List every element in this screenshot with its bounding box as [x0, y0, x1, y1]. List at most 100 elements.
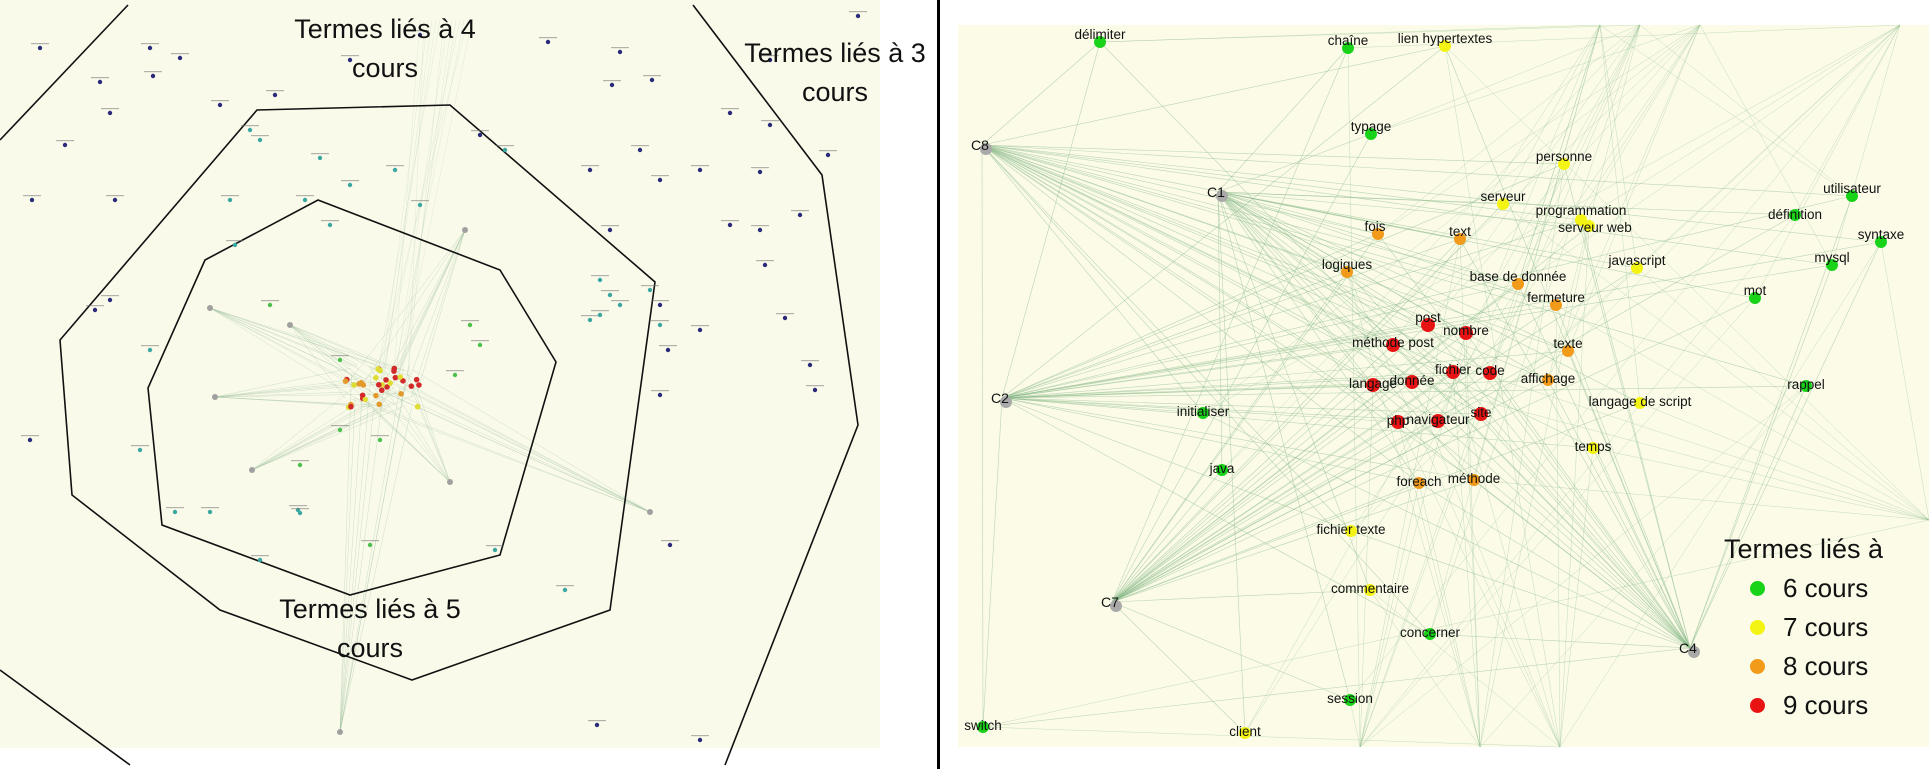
overview-edge	[354, 397, 651, 513]
overview-edge	[289, 324, 350, 382]
overview-edge	[339, 377, 386, 733]
term-node-marker	[1446, 365, 1460, 379]
term-node-marker	[1550, 299, 1562, 311]
overview-node-label	[591, 310, 609, 312]
term-node-marker	[1468, 474, 1480, 486]
overview-node-label	[849, 11, 867, 13]
core-edge	[1350, 24, 1901, 532]
core-edge	[1217, 191, 1491, 374]
overview-edge	[339, 407, 374, 733]
overview-node-label	[539, 37, 557, 39]
core-edge	[1111, 372, 1491, 603]
term-node: base de donnée	[1470, 269, 1566, 290]
core-edge	[1397, 421, 1481, 748]
core-edge	[1392, 344, 1691, 649]
overview-node-label	[86, 305, 104, 307]
overview-node	[757, 169, 763, 175]
overview-node	[594, 722, 600, 728]
overview-node	[727, 222, 733, 228]
legend-item-7: 7 cours	[1724, 608, 1924, 647]
core-edge	[1359, 297, 1756, 748]
core-edge	[1001, 397, 1594, 449]
term-node-label: syntaxe	[1858, 227, 1905, 242]
term-node-label: logiques	[1322, 257, 1373, 272]
term-node: langage	[1349, 376, 1397, 392]
overview-node	[657, 177, 663, 183]
term-node: switch	[964, 718, 1002, 733]
overview-node-label	[651, 320, 669, 322]
core-nodes: C8 C1 C2 C7 C4 délimiter chaîne lien hypertexte…	[964, 27, 1904, 739]
core-edge	[1517, 24, 1641, 285]
core-edge	[1001, 379, 1549, 399]
overview-edge	[209, 307, 352, 367]
overview-node	[62, 142, 68, 148]
term-node-label: php	[1387, 413, 1410, 428]
core-edge	[1567, 24, 1901, 352]
core-edge	[1517, 283, 1691, 649]
core-edge	[1580, 24, 1701, 221]
core-edge	[1001, 233, 1379, 399]
core-edge	[1217, 191, 1569, 352]
core-edge	[1217, 191, 1454, 373]
overview-node-label	[581, 165, 599, 167]
term-node-marker	[1846, 190, 1858, 202]
core-edge	[1377, 24, 1701, 235]
overview-node	[727, 110, 733, 116]
core-edge	[1559, 241, 1882, 748]
course-node-c8: C8	[971, 137, 992, 155]
overview-core-node	[413, 376, 420, 383]
core-edge	[1111, 271, 1348, 603]
core-edge	[1111, 381, 1413, 603]
term-node: rappel	[1787, 377, 1825, 392]
core-edge	[1429, 24, 1641, 635]
core-edge	[1217, 191, 1394, 346]
overview-edge	[289, 324, 358, 366]
overview-edge	[382, 229, 466, 386]
core-edge	[1111, 203, 1504, 603]
overview-core-node	[397, 374, 404, 380]
term-node-marker	[1800, 380, 1812, 392]
overview-node	[97, 79, 103, 85]
term-node: concerner	[1400, 625, 1461, 640]
term-node-label: fois	[1364, 219, 1385, 234]
overview-node-label	[144, 71, 162, 73]
core-edge	[1479, 385, 1807, 748]
core-edge	[1001, 397, 1420, 484]
core-edge	[1217, 191, 1439, 422]
core-edge	[981, 144, 1594, 449]
overview-course-node	[462, 227, 468, 233]
term-node-label: initialiser	[1177, 404, 1230, 419]
core-edge	[1489, 372, 1691, 649]
term-node: affichage	[1521, 371, 1575, 386]
core-edge	[1754, 24, 1901, 299]
term-node-label: commentaire	[1331, 581, 1409, 596]
core-edge	[1111, 238, 1461, 603]
overview-edge	[214, 393, 399, 398]
overview-node-label	[643, 75, 661, 77]
term-node-marker	[1587, 442, 1599, 454]
legend-label-6: 6 cours	[1783, 573, 1869, 603]
overview-node	[337, 357, 343, 363]
term-node-marker	[1431, 414, 1445, 428]
core-edge	[1001, 385, 1807, 399]
term-node-marker	[1372, 228, 1384, 240]
core-edge	[1459, 238, 1691, 649]
term-node-label: langage	[1349, 376, 1397, 391]
core-edge	[981, 144, 984, 728]
overview-edge	[339, 375, 372, 733]
overview-node-label	[691, 165, 709, 167]
core-edge	[981, 144, 1519, 285]
core-edge	[1555, 304, 1691, 649]
core-edge	[981, 144, 1582, 221]
overview-node	[667, 542, 673, 548]
core-edge	[1480, 24, 1901, 415]
core-edge	[1217, 191, 1590, 227]
overview-course-node	[287, 322, 293, 328]
core-edge	[1349, 699, 1361, 748]
core-edge	[981, 144, 1807, 387]
core-edge	[982, 647, 1691, 728]
core-edge	[1111, 469, 1223, 603]
term-node-label: code	[1475, 363, 1504, 378]
overview-node	[452, 372, 458, 378]
overview-node-label	[371, 435, 389, 437]
